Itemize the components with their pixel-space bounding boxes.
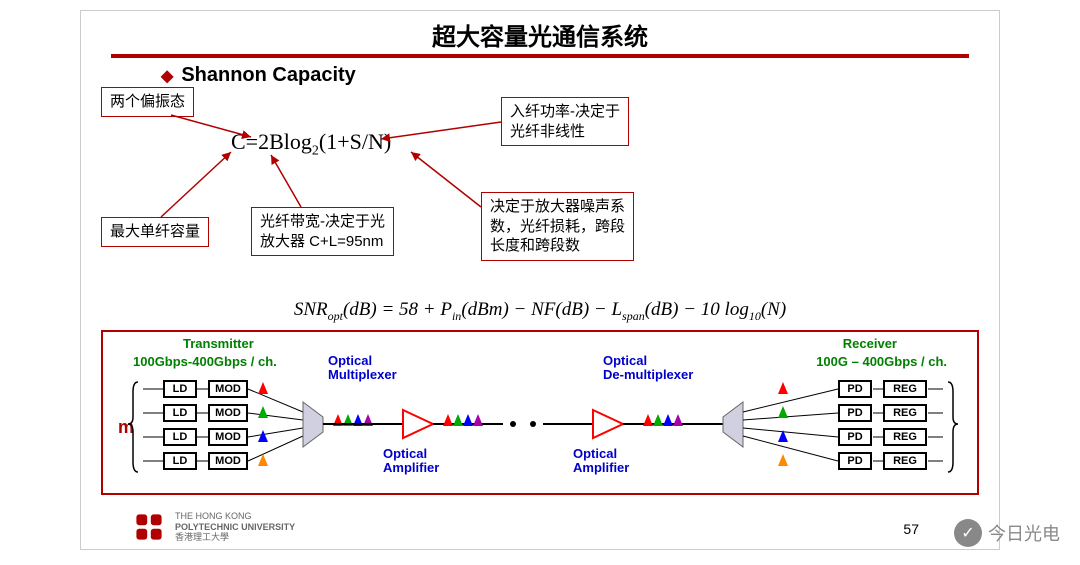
system-diagram: Transmitter 100Gbps-400Gbps / ch. Optica… (101, 330, 979, 495)
uni-name-cn: 香港理工大學 (175, 532, 295, 543)
shannon-formula: C=2Blog2(1+S/N) (231, 129, 391, 159)
annotation-bandwidth: 光纤带宽-决定于光 放大器 C+L=95nm (251, 207, 394, 256)
annotation-input-power: 入纤功率-决定于 光纤非线性 (501, 97, 629, 146)
watermark: ✓ 今日光电 (954, 519, 1060, 547)
wechat-icon: ✓ (954, 519, 982, 547)
footer: THE HONG KONG POLYTECHNIC UNIVERSITY 香港理… (131, 509, 295, 545)
formula-annotation-area: C=2Blog2(1+S/N) 两个偏振态 最大单纤容量 光纤带宽-决定于光 放… (81, 87, 999, 297)
footer-text: THE HONG KONG POLYTECHNIC UNIVERSITY 香港理… (175, 511, 295, 543)
title-underline (111, 54, 969, 58)
slide-subtitle: Shannon Capacity (161, 64, 999, 87)
annotation-max-capacity: 最大单纤容量 (101, 217, 209, 247)
slide-container: 超大容量光通信系统 Shannon Capacity C=2Blog2(1+S/… (80, 10, 1000, 550)
page-number: 57 (903, 521, 919, 537)
watermark-text: 今日光电 (988, 520, 1060, 546)
university-logo-icon (131, 509, 167, 545)
uni-name-en2: POLYTECHNIC UNIVERSITY (175, 522, 295, 533)
slide-title: 超大容量光通信系统 (81, 11, 999, 54)
annotation-polarization: 两个偏振态 (101, 87, 194, 117)
annotation-snr-factors: 决定于放大器噪声系 数，光纤损耗，跨段 长度和跨段数 (481, 192, 634, 261)
system-svg (103, 332, 983, 497)
snr-formula: SNRopt(dB) = 58 + Pin(dBm) − NF(dB) − Ls… (81, 299, 999, 324)
uni-name-en1: THE HONG KONG (175, 511, 295, 522)
